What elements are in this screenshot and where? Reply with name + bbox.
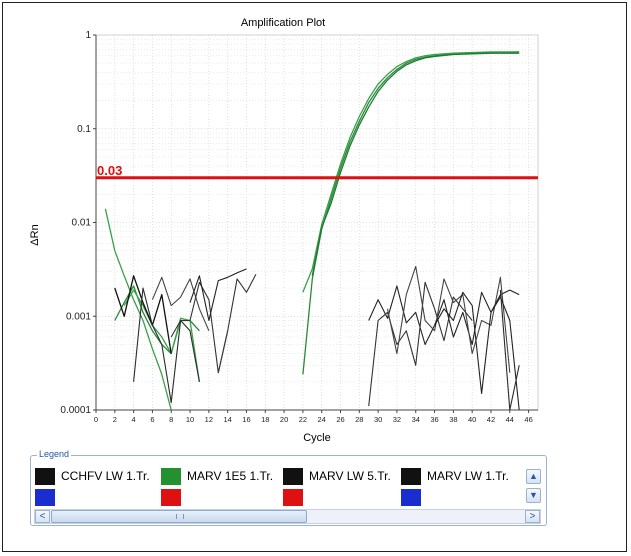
plot-window: Amplification Plot 0 2 4 6 8 10 12 14 16 18 20 22 24… [2,2,627,552]
y-tick-label: 0.0001 [60,405,91,416]
x-tick-label: 20 [280,415,288,424]
series-line [189,268,247,322]
series-line [151,276,210,332]
x-tick-label: 6 [150,415,154,424]
amplification-chart: Amplification Plot 0 2 4 6 8 10 12 14 16 18 20 22 24… [29,17,539,444]
x-tick-label: 8 [169,415,173,424]
threshold-layer: 0.03 [96,163,538,180]
y-tick-label: 1 [85,30,91,41]
x-tick-label: 36 [430,415,438,424]
series-layer [104,51,520,411]
grip-icon [176,514,184,519]
chart-title: Amplification Plot [241,17,325,29]
series-line [368,281,473,407]
x-tick-label: 14 [223,415,231,424]
x-tick-label: 40 [468,415,476,424]
scrollbar-thumb[interactable] [51,510,307,523]
x-tick-label: 28 [355,415,363,424]
legend-label: MARV LW 5.Tr. [309,469,391,483]
legend-vertical-scrollbar[interactable]: ▲ ▼ [526,469,541,507]
legend-item-partial[interactable] [401,487,427,507]
series-line [104,208,172,411]
legend-label: CCHFV LW 1.Tr. [61,469,150,483]
x-tick-label: 38 [449,415,457,424]
legend-swatch [283,488,303,506]
x-tick-label: 46 [524,415,532,424]
x-tick-label: 34 [412,415,420,424]
legend-swatch [283,467,303,485]
y-tick-label: 0.01 [72,218,92,229]
x-tick-label: 4 [132,415,136,424]
x-tick-label: 44 [506,415,514,424]
legend-item-marv-lw5[interactable]: MARV LW 5.Tr. [283,466,391,486]
legend-row: CCHFV LW 1.Tr. MARV 1E5 1.Tr. MARV LW 5.… [35,466,523,488]
series-line [434,291,520,411]
x-tick-label: 10 [186,415,194,424]
x-tick-label: 12 [205,415,213,424]
legend-item-marv-1e5[interactable]: MARV 1E5 1.Tr. [161,466,273,486]
series-line [133,287,200,404]
legend-item-marv-lw1[interactable]: MARV LW 1.Tr. [401,466,509,486]
x-tick-label: 32 [393,415,401,424]
threshold-label: 0.03 [97,163,122,178]
legend-label: MARV 1E5 1.Tr. [187,469,274,483]
x-tick-label: 0 [94,415,98,424]
scroll-up-icon[interactable]: ▲ [526,469,541,484]
series-line [217,330,229,373]
x-tick-label: 2 [113,415,117,424]
legend-horizontal-scrollbar[interactable]: < > [34,509,541,524]
x-tick-label: 42 [487,415,495,424]
legend-label: MARV LW 1.Tr. [427,469,509,483]
series-line [499,290,520,411]
x-tick-label: 26 [336,415,344,424]
series-line [123,289,201,382]
scroll-left-icon[interactable]: < [35,510,50,523]
series-line [114,275,172,354]
legend-swatch [35,467,55,485]
x-tick-label: 18 [261,415,269,424]
x-tick-label: 16 [242,415,250,424]
legend-swatch [401,488,421,506]
x-axis-label: Cycle [303,432,331,444]
y-tick-label: 0.001 [66,311,91,322]
series-line [170,274,257,374]
scroll-right-icon[interactable]: > [525,510,540,523]
y-axis-label: ΔRn [29,224,41,245]
x-tick-label: 24 [318,415,326,424]
legend-item-partial[interactable] [283,487,309,507]
legend-item-cchfv-lw[interactable]: CCHFV LW 1.Tr. [35,466,150,486]
legend-items: CCHFV LW 1.Tr. MARV 1E5 1.Tr. MARV LW 5.… [35,466,523,508]
y-tick-label: 0.1 [77,124,91,135]
x-tick-label: 30 [374,415,382,424]
legend-swatch [401,467,421,485]
series-line [302,51,520,293]
legend-item-partial[interactable] [161,487,187,507]
legend-item-partial[interactable] [35,487,61,507]
legend-swatch [161,467,181,485]
legend-row-partial [35,488,523,508]
legend-swatch [35,488,55,506]
legend-caption: Legend [37,448,72,460]
legend-swatch [161,488,181,506]
axes: 0 2 4 6 8 10 12 14 16 18 20 22 24 26 28 30 32 34 36 38 40 42 4… [60,30,538,424]
legend-panel: Legend CCHFV LW 1.Tr. MARV 1E5 1.Tr. MAR… [30,448,547,526]
scroll-down-icon[interactable]: ▼ [526,488,541,503]
x-tick-label: 22 [299,415,307,424]
